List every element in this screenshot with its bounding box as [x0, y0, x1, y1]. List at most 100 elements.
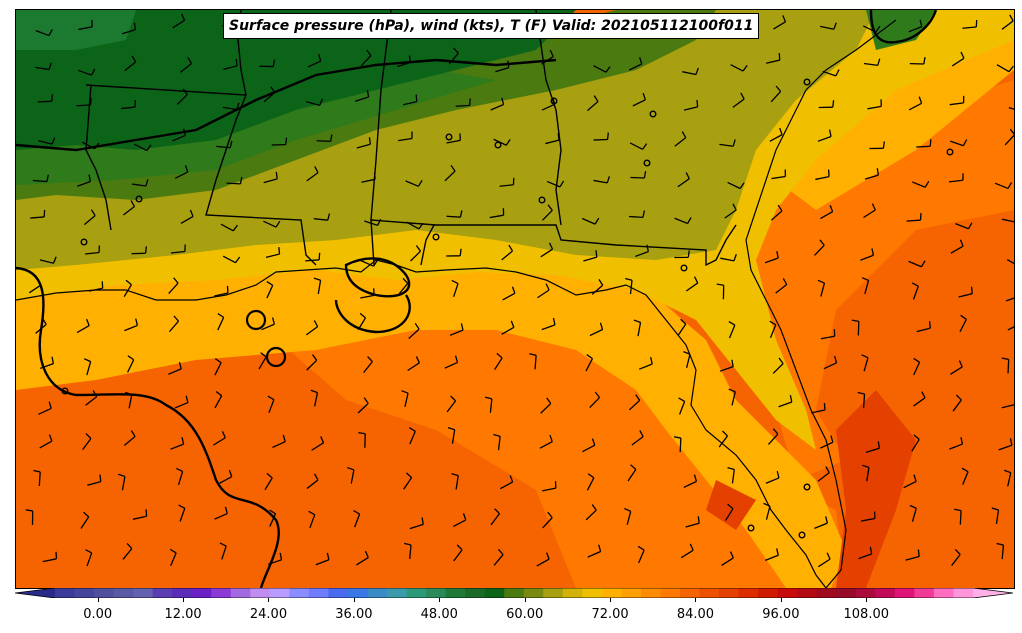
wind-barb	[316, 140, 331, 143]
wind-barb-feather	[646, 244, 650, 252]
wind-barb	[629, 280, 633, 295]
wind-barb	[78, 69, 92, 76]
wind-barb	[996, 64, 1010, 73]
wind-barb-feather	[681, 131, 687, 138]
wind-barb	[360, 260, 374, 267]
wind-barb-feather	[52, 256, 57, 264]
wind-barb	[309, 514, 316, 529]
wind-barb-feather	[789, 395, 793, 403]
colorbar-segment	[875, 588, 896, 598]
wind-barb-feather	[683, 351, 691, 355]
wind-barb-feather	[266, 280, 274, 286]
wind-barb	[728, 324, 736, 339]
wind-barb	[959, 319, 967, 333]
isobar-cell-2	[265, 346, 287, 368]
colorbar-segment	[445, 588, 466, 598]
wind-barb-feather	[819, 239, 825, 246]
wind-barb	[581, 217, 596, 225]
wind-barb	[180, 215, 194, 225]
colorbar-segment	[699, 588, 720, 598]
wind-barb-feather	[189, 209, 194, 217]
wind-barb	[730, 64, 744, 72]
colorbar-segment	[426, 588, 447, 598]
wind-barb	[363, 361, 373, 373]
wind-barb-feather	[549, 434, 553, 442]
colorbar-tick-label: 96.00	[762, 607, 800, 622]
calm-wind-circle	[80, 238, 88, 246]
colorbar-segment	[680, 588, 701, 598]
colorbar-segment	[914, 588, 935, 598]
wind-barb-feather	[235, 58, 238, 66]
wind-barb-feather	[826, 552, 831, 560]
wind-barb-feather	[182, 128, 186, 136]
wind-barb-feather	[727, 503, 734, 510]
wind-barb-feather	[913, 434, 920, 440]
wind-barb-feather	[226, 285, 229, 294]
wind-barb	[30, 216, 45, 219]
wind-barb-feather	[92, 390, 98, 398]
wind-barb	[638, 363, 653, 370]
wind-barb-feather	[857, 391, 865, 395]
wind-barb-feather	[85, 549, 93, 554]
colorbar-tick-label: 24.00	[249, 607, 288, 622]
wind-barb	[128, 394, 133, 409]
wind-barb	[582, 444, 596, 453]
wind-barb-feather	[418, 222, 424, 230]
wind-barb-feather	[673, 436, 681, 439]
wind-barb-feather	[484, 396, 493, 400]
wind-barb-feather	[363, 397, 369, 404]
wind-barb-feather	[267, 395, 275, 401]
wind-barb-feather	[275, 171, 278, 179]
wind-barb	[497, 436, 501, 451]
temperature-colorbar	[15, 588, 1013, 598]
colorbar-segment	[621, 588, 642, 598]
wind-barb	[80, 516, 90, 529]
wind-barb	[680, 549, 694, 559]
wind-barb-feather	[181, 437, 185, 445]
wind-barb-feather	[90, 209, 96, 216]
wind-barb	[76, 104, 91, 107]
wind-barb	[863, 209, 876, 219]
wind-barb	[674, 217, 688, 225]
wind-barb	[168, 282, 179, 294]
wind-barb-feather	[869, 546, 873, 555]
wind-barb-feather	[497, 548, 504, 556]
wind-barb	[39, 440, 53, 449]
wind-barb	[822, 70, 837, 77]
wind-barb	[951, 554, 961, 566]
wind-barb-feather	[685, 172, 690, 180]
wind-barb	[502, 292, 516, 301]
wind-barb-feather	[308, 510, 316, 516]
wind-barb-feather	[649, 357, 653, 365]
wind-barb	[814, 522, 828, 530]
wind-barb-feather	[124, 391, 133, 396]
wind-barb-feather	[83, 511, 90, 518]
wind-barb	[493, 554, 504, 566]
wind-barb	[170, 552, 177, 567]
wind-barb-feather	[545, 552, 550, 560]
wind-barb	[998, 444, 1013, 451]
colorbar-tick-mark	[866, 598, 868, 602]
wind-barb	[398, 137, 413, 142]
wind-barb-feather	[185, 395, 189, 403]
wind-barb-feather	[459, 248, 462, 256]
calm-wind-circle	[61, 387, 69, 395]
wind-barb	[864, 174, 879, 180]
wind-barb	[541, 103, 556, 111]
wind-barb	[360, 294, 375, 299]
colorbar-tick-mark	[695, 598, 697, 602]
wind-barb-feather	[367, 356, 373, 363]
wind-barb-feather	[314, 166, 319, 173]
wind-barb-feather	[266, 472, 273, 479]
colorbar-tick-mark	[524, 598, 526, 602]
wind-barb-feather	[727, 466, 735, 471]
temp-field-69	[16, 10, 876, 270]
colorbar-tick-mark	[97, 598, 99, 602]
wind-barb	[587, 550, 601, 558]
wind-barb	[913, 361, 921, 376]
wind-barb	[261, 323, 275, 331]
wind-barb	[214, 512, 228, 520]
wind-barb-feather	[967, 222, 973, 230]
wind-barb-feather	[960, 437, 964, 445]
wind-barb-feather	[454, 355, 459, 363]
